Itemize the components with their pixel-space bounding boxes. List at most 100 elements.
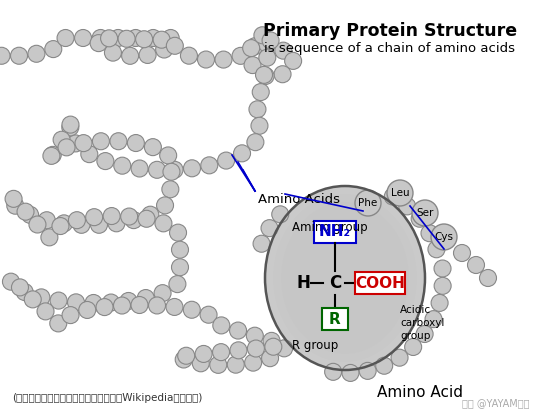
Circle shape bbox=[169, 224, 187, 241]
Circle shape bbox=[86, 209, 103, 226]
Circle shape bbox=[227, 356, 244, 373]
Circle shape bbox=[33, 289, 50, 306]
Circle shape bbox=[272, 206, 289, 223]
Circle shape bbox=[468, 257, 485, 273]
Circle shape bbox=[233, 145, 251, 162]
Circle shape bbox=[103, 207, 120, 225]
Circle shape bbox=[93, 133, 109, 150]
Circle shape bbox=[85, 294, 102, 312]
Circle shape bbox=[324, 363, 342, 381]
Circle shape bbox=[218, 152, 235, 169]
Circle shape bbox=[55, 215, 73, 232]
Text: is sequence of a chain of amino acids: is sequence of a chain of amino acids bbox=[265, 42, 515, 55]
Circle shape bbox=[17, 203, 34, 220]
Circle shape bbox=[265, 338, 282, 355]
Circle shape bbox=[261, 350, 279, 367]
Circle shape bbox=[7, 197, 24, 214]
Circle shape bbox=[399, 198, 416, 215]
Circle shape bbox=[62, 116, 79, 133]
Text: R: R bbox=[329, 312, 341, 326]
Circle shape bbox=[391, 349, 408, 366]
Circle shape bbox=[166, 299, 183, 315]
Circle shape bbox=[3, 273, 19, 290]
Circle shape bbox=[120, 292, 137, 310]
Circle shape bbox=[142, 206, 159, 223]
Circle shape bbox=[384, 188, 401, 205]
Circle shape bbox=[200, 306, 217, 323]
Circle shape bbox=[243, 39, 260, 57]
Text: 知乎 @YAYAM诺妃: 知乎 @YAYAM诺妃 bbox=[463, 398, 530, 408]
Circle shape bbox=[387, 180, 413, 206]
Circle shape bbox=[28, 45, 45, 62]
Circle shape bbox=[139, 47, 156, 63]
Circle shape bbox=[67, 294, 84, 311]
Circle shape bbox=[252, 84, 269, 100]
Circle shape bbox=[122, 47, 139, 64]
Circle shape bbox=[246, 327, 263, 344]
Circle shape bbox=[45, 41, 62, 58]
Circle shape bbox=[16, 284, 33, 301]
Circle shape bbox=[355, 190, 381, 216]
Text: Ser: Ser bbox=[416, 208, 434, 218]
Circle shape bbox=[157, 197, 174, 214]
Circle shape bbox=[197, 51, 215, 68]
Circle shape bbox=[262, 32, 279, 49]
Circle shape bbox=[110, 133, 127, 150]
Circle shape bbox=[411, 210, 428, 227]
Circle shape bbox=[275, 42, 292, 59]
Circle shape bbox=[166, 37, 183, 54]
Circle shape bbox=[37, 303, 54, 320]
Circle shape bbox=[128, 134, 144, 152]
Text: Amino Acid: Amino Acid bbox=[377, 385, 463, 400]
Circle shape bbox=[62, 119, 79, 136]
Circle shape bbox=[131, 160, 148, 177]
Circle shape bbox=[163, 163, 180, 180]
Circle shape bbox=[68, 212, 86, 228]
Circle shape bbox=[421, 225, 438, 242]
Circle shape bbox=[183, 301, 200, 318]
Circle shape bbox=[127, 29, 144, 47]
Circle shape bbox=[416, 326, 433, 342]
Circle shape bbox=[101, 30, 118, 47]
Circle shape bbox=[254, 27, 271, 44]
Circle shape bbox=[104, 44, 122, 61]
Circle shape bbox=[359, 362, 376, 379]
Circle shape bbox=[136, 31, 153, 48]
Circle shape bbox=[79, 302, 96, 318]
Circle shape bbox=[73, 216, 90, 233]
Circle shape bbox=[261, 220, 278, 236]
Circle shape bbox=[67, 135, 84, 152]
Circle shape bbox=[96, 299, 113, 315]
Circle shape bbox=[160, 147, 176, 164]
Circle shape bbox=[169, 276, 186, 293]
Circle shape bbox=[75, 135, 92, 152]
Circle shape bbox=[249, 101, 266, 118]
Circle shape bbox=[405, 339, 422, 355]
Text: Acidic
carboxyl
group: Acidic carboxyl group bbox=[400, 305, 444, 341]
Circle shape bbox=[425, 311, 442, 328]
Circle shape bbox=[62, 307, 79, 323]
Circle shape bbox=[114, 157, 131, 174]
Circle shape bbox=[118, 30, 135, 47]
Circle shape bbox=[257, 68, 274, 84]
Circle shape bbox=[166, 161, 183, 178]
Ellipse shape bbox=[265, 186, 425, 370]
Circle shape bbox=[247, 134, 264, 151]
FancyBboxPatch shape bbox=[322, 308, 348, 330]
Circle shape bbox=[454, 244, 471, 262]
Text: Phe: Phe bbox=[358, 198, 378, 208]
Circle shape bbox=[50, 315, 67, 332]
Text: (肽是一种链状的氨基酸聚合物，图源：Wikipedia继基百科): (肽是一种链状的氨基酸聚合物，图源：Wikipedia继基百科) bbox=[12, 393, 202, 403]
Circle shape bbox=[148, 297, 166, 314]
Text: H: H bbox=[296, 274, 310, 292]
Circle shape bbox=[183, 160, 201, 177]
Circle shape bbox=[232, 47, 249, 64]
Circle shape bbox=[172, 259, 188, 276]
Circle shape bbox=[246, 38, 264, 55]
Circle shape bbox=[259, 49, 276, 66]
Circle shape bbox=[412, 200, 438, 226]
Circle shape bbox=[247, 340, 264, 357]
Circle shape bbox=[155, 215, 172, 232]
Circle shape bbox=[121, 208, 138, 225]
Circle shape bbox=[342, 365, 359, 381]
